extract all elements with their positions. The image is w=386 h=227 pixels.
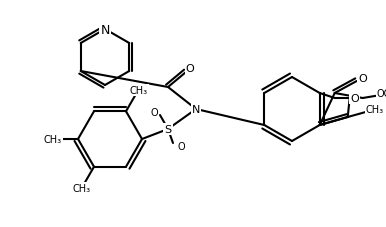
Text: OCH₃: OCH₃ — [377, 89, 386, 99]
Text: CH₃: CH₃ — [366, 105, 384, 114]
Text: O: O — [186, 64, 195, 74]
Text: S: S — [164, 124, 171, 134]
Text: CH₃: CH₃ — [44, 134, 62, 144]
Text: O: O — [350, 94, 359, 104]
Text: N: N — [100, 23, 110, 36]
Text: CH₃: CH₃ — [129, 85, 147, 95]
Text: O: O — [177, 141, 185, 151]
Text: O: O — [150, 108, 158, 118]
Text: N: N — [192, 105, 200, 114]
Text: O: O — [358, 74, 367, 84]
Text: CH₃: CH₃ — [73, 184, 91, 193]
